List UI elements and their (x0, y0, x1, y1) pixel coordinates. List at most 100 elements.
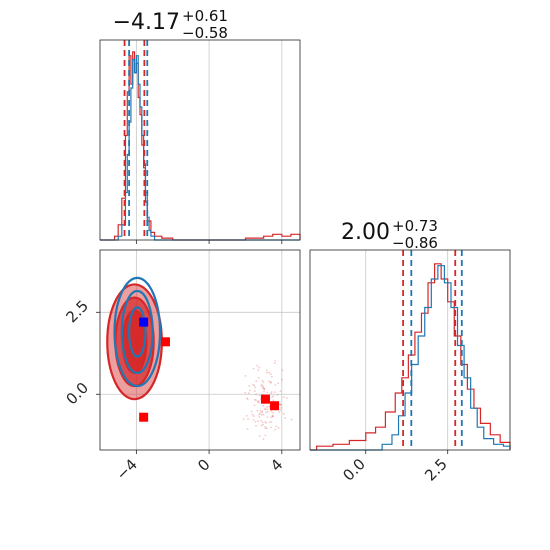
scatter-point (266, 408, 269, 411)
scatter-point (258, 415, 261, 418)
scatter-point (280, 403, 283, 406)
scatter-point (274, 359, 277, 362)
scatter-point (246, 397, 249, 400)
panel-title-plus: +0.61 (182, 7, 228, 25)
scatter-point (279, 403, 281, 406)
scatter-point (270, 375, 273, 378)
scatter-point (259, 409, 262, 412)
scatter-point (264, 408, 267, 411)
scatter-point (260, 385, 263, 387)
point-marker (270, 401, 280, 411)
scatter-point (244, 391, 247, 394)
scatter-point (252, 418, 255, 421)
scatter-point (268, 405, 271, 408)
scatter-point (257, 376, 260, 379)
scatter-point (261, 411, 263, 414)
scatter-point (271, 414, 274, 417)
histogram-series (310, 265, 511, 451)
scatter-point (260, 413, 263, 416)
point-marker (260, 394, 270, 404)
scatter-point (252, 383, 255, 386)
scatter-point (252, 367, 255, 370)
scatter-point (259, 412, 262, 415)
scatter-point (270, 391, 273, 393)
scatter-point (266, 416, 269, 419)
contour-level (113, 276, 162, 388)
scatter-point (254, 386, 257, 389)
scatter-point (256, 409, 259, 412)
panel-title-minus: −0.58 (182, 24, 228, 42)
scatter-point (262, 413, 265, 416)
scatter-point (270, 426, 273, 429)
point-marker (139, 317, 149, 327)
x-tick-label: 0 (194, 456, 213, 475)
scatter-point (273, 391, 276, 394)
scatter-point (265, 421, 268, 424)
y-tick-label: 2.5 (62, 297, 92, 327)
scatter-point (274, 428, 276, 431)
scatter-point (274, 384, 277, 386)
panel-frame (99, 249, 301, 451)
scatter-point (257, 401, 260, 404)
scatter-point (242, 418, 245, 420)
scatter-point (253, 390, 256, 392)
scatter-point (258, 366, 261, 369)
scatter-point (270, 392, 272, 395)
scatter-point (257, 400, 260, 403)
panel-title-value: −4.17 (113, 10, 180, 35)
panel-title-value: 2.00 (341, 220, 390, 245)
scatter-point (262, 423, 264, 426)
x-tick-label: 0.0 (339, 455, 369, 485)
panel-frame (309, 249, 511, 451)
scatter-point (253, 384, 256, 387)
joint-panel: −4 0 4 0.0 2.5 (62, 249, 301, 484)
scatter-point (270, 381, 272, 383)
scatter-point (270, 416, 272, 419)
scatter-point (255, 424, 257, 427)
scatter-point (262, 404, 265, 407)
scatter-point (264, 434, 267, 437)
scatter-point (279, 390, 282, 393)
scatter-point (256, 364, 259, 367)
scatter-point (269, 381, 272, 384)
scatter-point (264, 425, 267, 428)
scatter-point (253, 415, 255, 418)
scatter-point (265, 369, 268, 372)
scatter-point (262, 438, 265, 441)
scatter-point (256, 400, 259, 403)
scatter-point (282, 396, 285, 398)
contour-level (127, 306, 147, 358)
scatter-point (257, 369, 260, 372)
scatter-point (277, 382, 280, 385)
scatter-point (260, 419, 263, 422)
scatter-point (262, 385, 264, 387)
scatter-point (258, 394, 261, 397)
scatter-point (258, 434, 261, 437)
scatter-point (271, 415, 274, 418)
scatter-point (266, 410, 269, 413)
scatter-point (261, 386, 264, 389)
scatter-point (266, 371, 268, 374)
scatter-point (270, 410, 273, 413)
scatter-point (271, 396, 274, 398)
x-tick-label: 2.5 (421, 455, 451, 485)
x-tick-label: 4 (267, 456, 286, 475)
scatter-point (264, 420, 267, 423)
histogram-panel: −4.17 +0.61−0.58 (99, 7, 301, 244)
scatter-point (275, 425, 278, 428)
scatter-point (262, 381, 265, 384)
scatter-point (278, 411, 281, 414)
scatter-point (254, 420, 257, 423)
scatter-point (272, 415, 274, 418)
scatter-point (268, 421, 271, 424)
scatter-point (254, 398, 256, 401)
scatter-point (268, 371, 270, 374)
scatter-point (248, 389, 251, 392)
histogram-series (100, 55, 300, 241)
scatter-point (246, 428, 249, 430)
scatter-point (279, 409, 282, 412)
panel-title-minus: −0.86 (392, 234, 438, 252)
scatter-point (261, 421, 264, 424)
scatter-point (284, 417, 287, 419)
scatter-point (268, 380, 271, 383)
